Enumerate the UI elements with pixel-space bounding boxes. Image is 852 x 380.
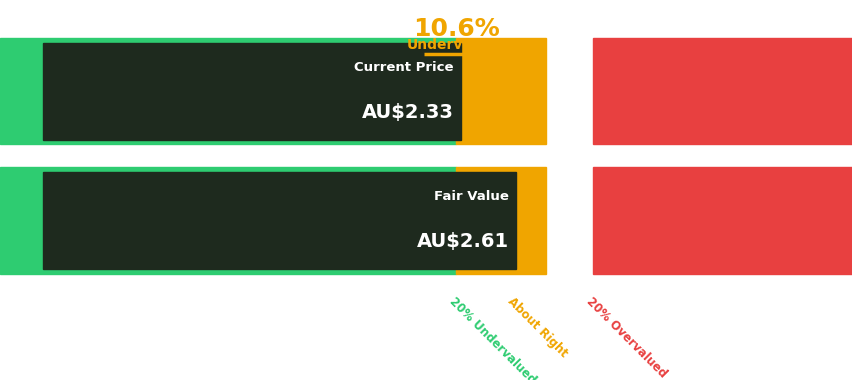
Bar: [592, 167, 852, 274]
Text: 10.6%: 10.6%: [412, 16, 499, 41]
Text: Fair Value: Fair Value: [434, 190, 509, 204]
Text: AU$2.33: AU$2.33: [361, 103, 453, 122]
Bar: [0, 38, 456, 144]
Text: 20% Undervalued: 20% Undervalued: [446, 294, 538, 380]
Text: Current Price: Current Price: [354, 61, 453, 74]
Bar: [456, 38, 545, 144]
Bar: [43, 172, 515, 269]
Text: AU$2.61: AU$2.61: [417, 232, 509, 251]
Text: 20% Overvalued: 20% Overvalued: [583, 294, 668, 380]
Bar: [0, 167, 456, 274]
Bar: [592, 38, 852, 144]
Text: Undervalued: Undervalued: [406, 38, 505, 52]
Bar: [43, 43, 460, 140]
Bar: [456, 167, 545, 274]
Text: About Right: About Right: [504, 294, 569, 359]
